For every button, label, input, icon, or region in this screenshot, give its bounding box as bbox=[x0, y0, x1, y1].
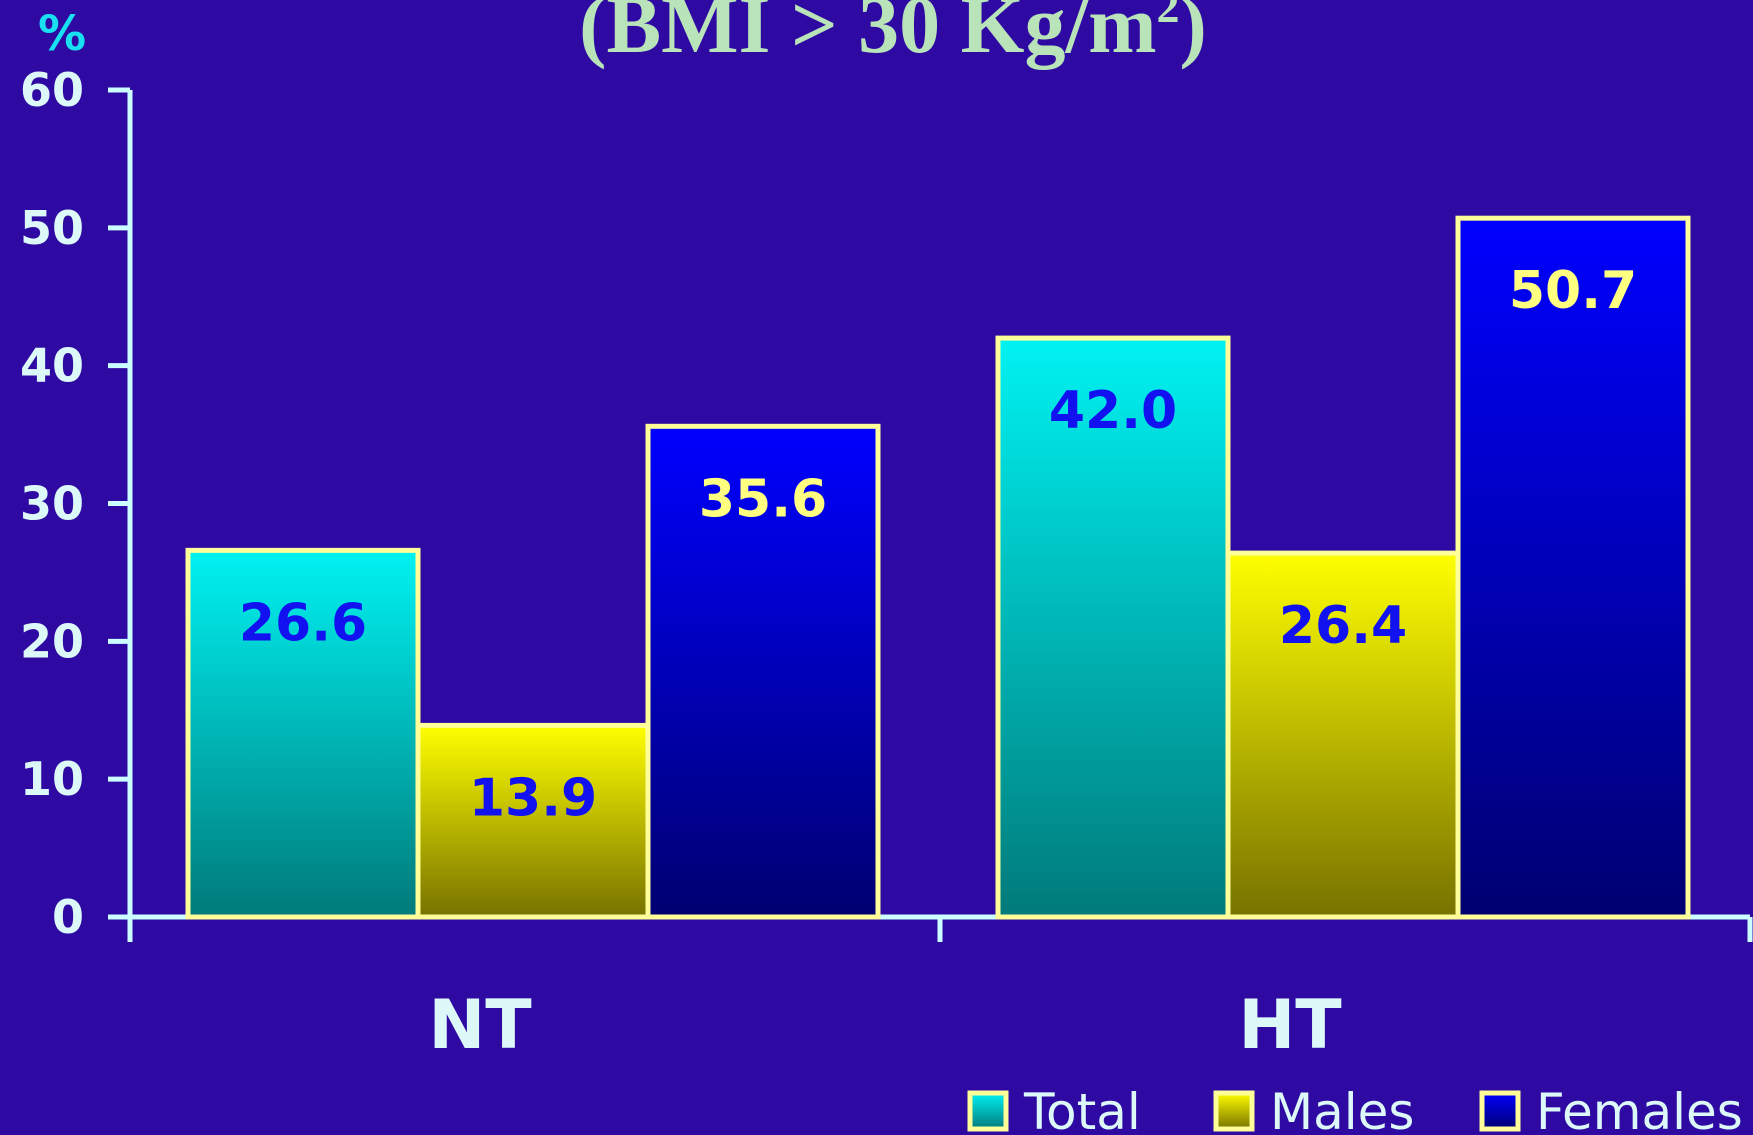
y-tick-label: 50 bbox=[20, 201, 84, 255]
chart-title-text: (BMI > 30 Kg/m bbox=[579, 0, 1156, 70]
data-label-males-ht: 26.4 bbox=[1279, 596, 1407, 656]
data-label-total-nt: 26.6 bbox=[239, 593, 367, 653]
y-axis-unit-label: % bbox=[38, 6, 86, 62]
x-category-label-nt: NT bbox=[428, 986, 532, 1065]
chart-title: (BMI > 30 Kg/m2) bbox=[579, 0, 1207, 70]
legend-label-males: Males bbox=[1270, 1083, 1414, 1135]
chart-title-close: ) bbox=[1180, 0, 1207, 70]
data-label-males-nt: 13.9 bbox=[469, 768, 597, 828]
bar-total-nt bbox=[185, 547, 421, 920]
legend-swatch-total bbox=[967, 1090, 1009, 1132]
data-label-total-ht: 42.0 bbox=[1049, 381, 1177, 441]
data-label-females-ht: 50.7 bbox=[1509, 261, 1637, 321]
y-tick-label: 20 bbox=[20, 614, 84, 668]
bar-males-nt bbox=[415, 722, 651, 920]
x-category-label-ht: HT bbox=[1238, 986, 1342, 1065]
legend: Total Males Females bbox=[967, 1083, 1743, 1135]
y-tick-label: 30 bbox=[20, 477, 84, 531]
y-tick-label: 10 bbox=[20, 752, 84, 806]
x-category-labels: NT HT bbox=[428, 986, 1342, 1065]
y-tick-label: 60 bbox=[20, 63, 84, 117]
legend-swatch-males bbox=[1213, 1090, 1255, 1132]
data-labels: 26.6 13.9 35.6 42.0 26.4 50.7 bbox=[239, 261, 1637, 828]
bar-total-ht bbox=[995, 335, 1231, 920]
y-tick-label: 0 bbox=[52, 890, 84, 944]
y-tick-label: 40 bbox=[20, 339, 84, 393]
data-label-females-nt: 35.6 bbox=[699, 469, 827, 529]
y-tick-labels: 0 10 20 30 40 50 60 bbox=[20, 63, 130, 944]
bar-females-nt bbox=[645, 423, 881, 920]
bar-females-ht bbox=[1455, 215, 1691, 920]
legend-label-total: Total bbox=[1023, 1083, 1141, 1135]
legend-label-females: Females bbox=[1536, 1083, 1743, 1135]
bar-males-ht bbox=[1225, 550, 1461, 920]
bars bbox=[185, 215, 1691, 920]
chart-title-superscript: 2 bbox=[1157, 0, 1180, 32]
legend-swatch-females bbox=[1479, 1090, 1521, 1132]
